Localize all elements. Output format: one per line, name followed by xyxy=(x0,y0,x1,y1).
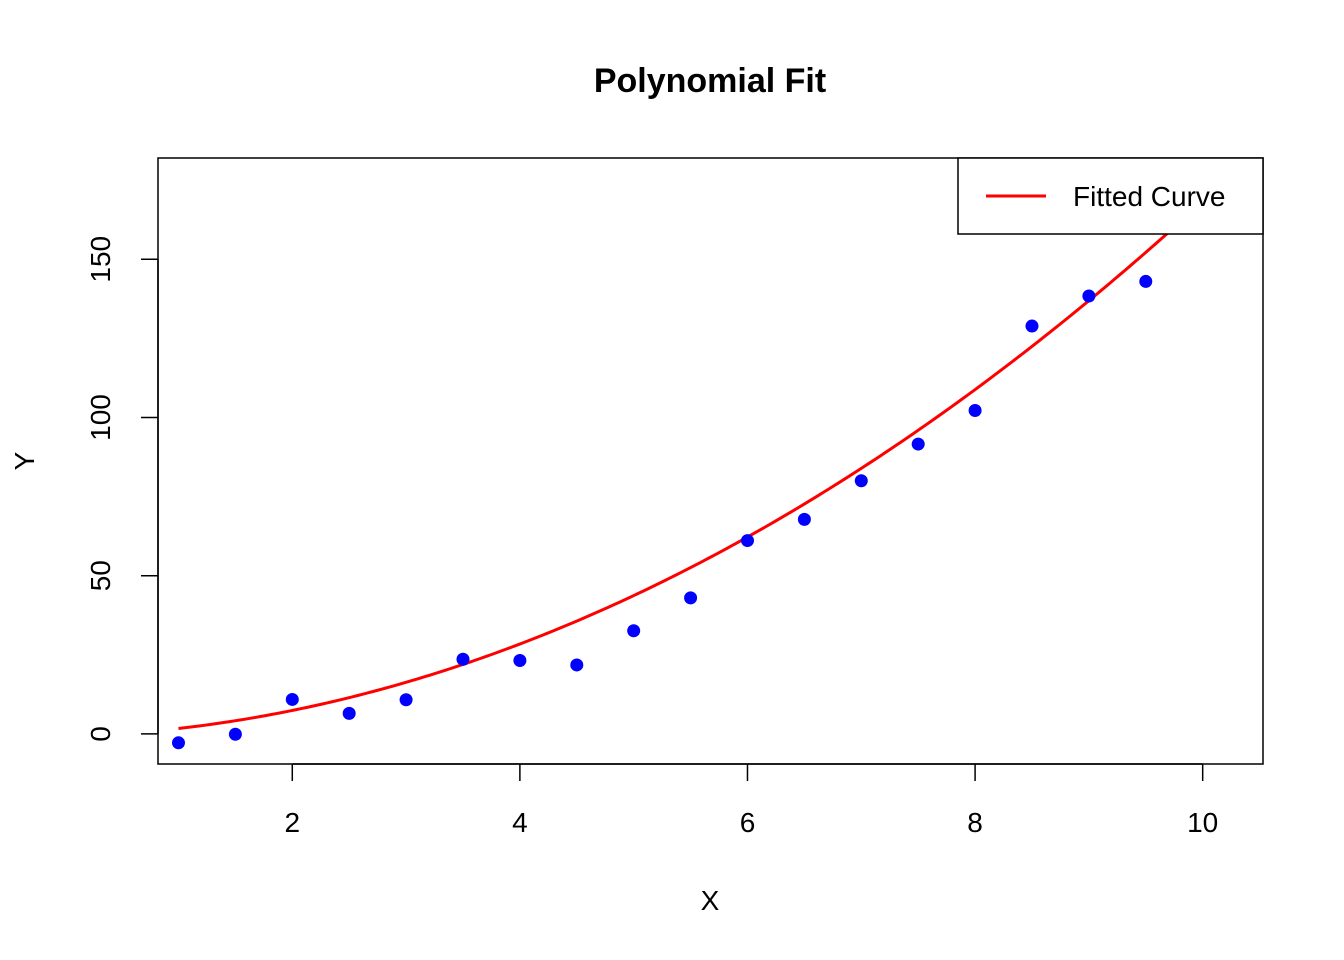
data-point xyxy=(740,534,754,548)
data-point xyxy=(570,658,584,672)
x-tick-label: 10 xyxy=(1187,807,1218,838)
data-point xyxy=(342,706,356,720)
x-axis-label: X xyxy=(701,885,720,916)
y-tick-label: 100 xyxy=(85,394,116,441)
data-point xyxy=(911,437,925,451)
y-tick-label: 50 xyxy=(85,560,116,591)
x-tick-label: 4 xyxy=(512,807,528,838)
x-tick-label: 8 xyxy=(967,807,983,838)
data-point xyxy=(627,624,641,638)
data-point xyxy=(797,512,811,526)
y-tick-label: 0 xyxy=(85,726,116,742)
data-point xyxy=(1082,289,1096,303)
data-point xyxy=(854,474,868,488)
data-point xyxy=(968,404,982,418)
data-point xyxy=(456,652,470,666)
data-point xyxy=(1139,274,1153,288)
fitted-curve-line xyxy=(178,200,1204,730)
y-tick-label: 150 xyxy=(85,236,116,283)
data-point xyxy=(399,693,413,707)
y-axis: 0 50 100 150 xyxy=(85,236,159,742)
chart-title: Polynomial Fit xyxy=(594,62,826,100)
data-point xyxy=(513,654,527,668)
data-point xyxy=(228,727,242,741)
x-tick-label: 2 xyxy=(284,807,300,838)
legend-label-fitted-curve: Fitted Curve xyxy=(1073,181,1226,212)
data-point xyxy=(285,692,299,706)
legend: Fitted Curve xyxy=(957,157,1264,235)
data-point xyxy=(684,591,698,605)
plot-frame xyxy=(157,157,1264,765)
x-axis: 2 4 6 8 10 xyxy=(284,763,1218,838)
data-point xyxy=(171,736,185,750)
plot-area xyxy=(171,200,1204,750)
data-point xyxy=(1025,319,1039,333)
x-tick-label: 6 xyxy=(740,807,756,838)
scatter-points xyxy=(171,274,1153,750)
y-axis-label: Y xyxy=(9,451,40,470)
